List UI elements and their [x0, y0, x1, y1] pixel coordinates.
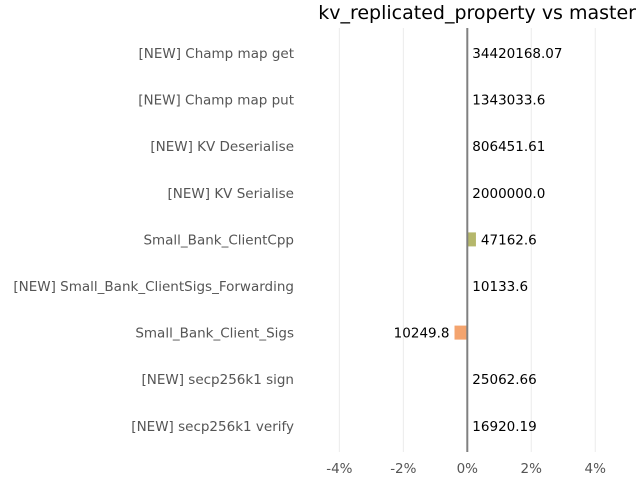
- category-label: [NEW] Champ map put: [138, 93, 294, 109]
- data-label: 25062.66: [472, 372, 536, 388]
- category-label: [NEW] KV Serialise: [168, 186, 294, 202]
- x-tick-label: 2%: [521, 461, 543, 477]
- grid-lines: [338, 28, 596, 452]
- data-label: 2000000.0: [472, 186, 545, 202]
- data-label: 16920.19: [472, 419, 536, 435]
- bars: [454, 232, 476, 340]
- x-tick-label: -4%: [326, 461, 352, 477]
- x-axis-tick-labels: -4% -2% 0% 2% 4%: [326, 461, 606, 477]
- data-label: 10249.8: [394, 326, 450, 342]
- x-tick-label: -2%: [390, 461, 416, 477]
- data-label: 806451.61: [472, 139, 545, 155]
- category-label: [NEW] secp256k1 verify: [131, 419, 294, 435]
- category-label: [NEW] Small_Bank_ClientSigs_Forwarding: [13, 279, 294, 295]
- x-tick-label: 4%: [585, 461, 607, 477]
- category-label: [NEW] secp256k1 sign: [141, 372, 294, 388]
- value-labels: 34420168.07 1343033.6 806451.61 2000000.0 47…: [394, 46, 563, 435]
- x-tick-label: 0%: [457, 461, 479, 477]
- bar: [454, 325, 468, 340]
- data-label: 1343033.6: [472, 93, 545, 109]
- category-label: Small_Bank_Client_Sigs: [135, 326, 294, 342]
- data-label: 10133.6: [472, 279, 528, 295]
- category-label: Small_Bank_ClientCpp: [143, 232, 294, 248]
- data-label: 34420168.07: [472, 46, 562, 62]
- category-labels: [NEW] Champ map get [NEW] Champ map put [N…: [13, 46, 294, 435]
- chart-title: kv_replicated_property vs master: [318, 2, 636, 24]
- category-label: [NEW] KV Deserialise: [150, 139, 294, 155]
- category-label: [NEW] Champ map get: [138, 46, 294, 62]
- bar: [467, 232, 476, 247]
- data-label: 47162.6: [481, 232, 537, 248]
